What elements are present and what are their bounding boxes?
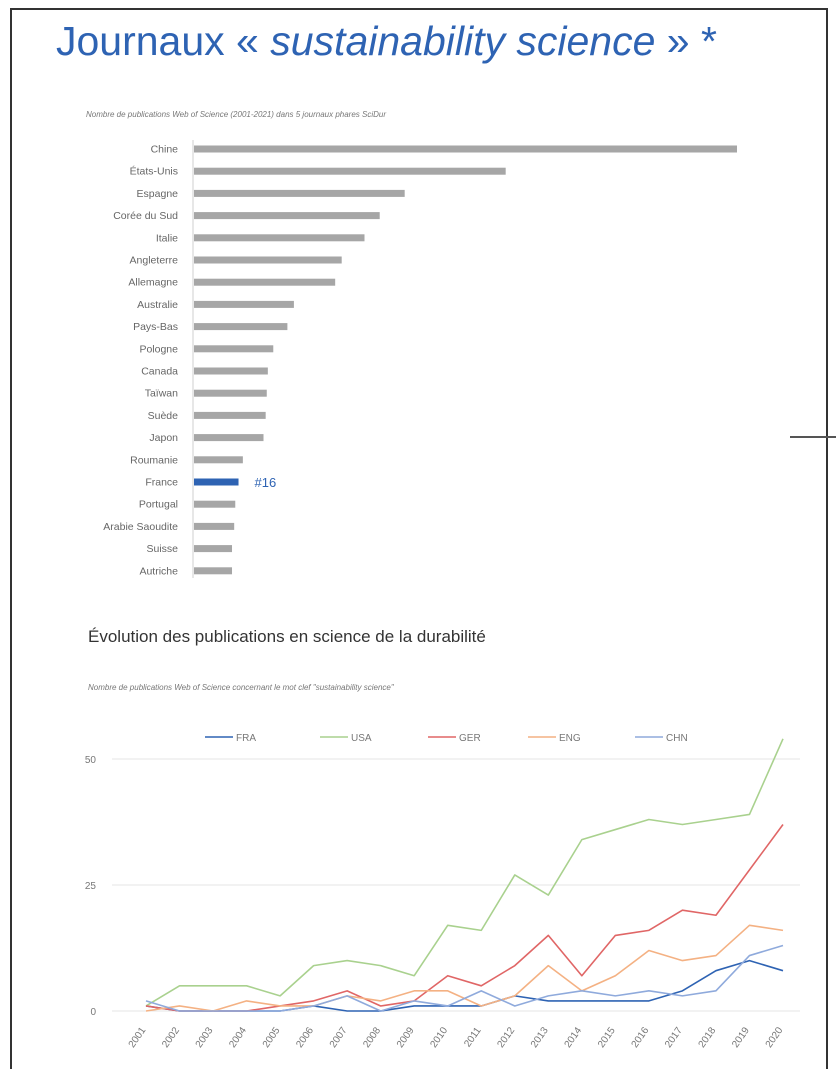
bar-category-label: France [145, 477, 178, 489]
x-tick-label: 2016 [630, 1025, 652, 1050]
bar-category-label: États-Unis [130, 165, 178, 178]
x-tick-label: 2019 [730, 1025, 752, 1050]
bar-chart-subtitle: Nombre de publications Web of Science (2… [86, 110, 387, 119]
bar-category-label: Pays-Bas [133, 321, 178, 333]
bar [194, 145, 737, 153]
bar [194, 500, 236, 508]
x-tick-label: 2018 [697, 1025, 719, 1050]
bar [194, 256, 342, 264]
bar [194, 189, 405, 197]
bar-category-label: Pologne [139, 343, 178, 355]
legend-label: USA [351, 733, 372, 744]
connector-line [790, 436, 836, 438]
slide-title-main: Journaux « [56, 18, 271, 64]
x-tick-label: 2009 [395, 1025, 417, 1050]
x-tick-label: 2011 [462, 1025, 484, 1049]
legend-label: CHN [666, 733, 688, 744]
legend-label: ENG [559, 733, 581, 744]
y-tick-label: 25 [85, 881, 97, 892]
slide-title-end: » * [655, 18, 717, 64]
line-chart-subtitle: Nombre de publications Web of Science co… [88, 683, 394, 692]
bar [194, 167, 506, 175]
bar-category-label: Autriche [139, 565, 178, 577]
bar [194, 456, 243, 464]
slide-title-italic: sustainability science [270, 18, 656, 64]
bar [194, 345, 274, 353]
bar-category-label: Portugal [139, 499, 178, 511]
bar [194, 522, 235, 530]
x-tick-label: 2014 [563, 1025, 585, 1050]
x-tick-label: 2007 [328, 1025, 350, 1050]
x-tick-label: 2010 [428, 1025, 450, 1050]
x-tick-label: 2006 [294, 1025, 316, 1050]
x-tick-label: 2004 [227, 1025, 249, 1050]
x-tick-label: 2002 [160, 1025, 182, 1050]
x-tick-label: 2001 [127, 1025, 149, 1050]
legend-label: FRA [236, 733, 256, 744]
bar-category-label: Australie [137, 299, 178, 311]
y-tick-label: 50 [85, 755, 97, 766]
x-tick-label: 2015 [596, 1025, 618, 1050]
x-tick-label: 2013 [529, 1025, 551, 1050]
bar-category-label: Angleterre [130, 255, 179, 267]
y-tick-label: 0 [90, 1007, 96, 1018]
bar [194, 567, 233, 575]
x-tick-label: 2005 [261, 1025, 283, 1050]
bar [194, 234, 365, 242]
bar-highlight [194, 478, 239, 486]
bar [194, 278, 336, 286]
x-tick-label: 2020 [764, 1025, 786, 1050]
bar-category-label: Suède [148, 410, 179, 422]
bar-category-label: Arabie Saoudite [103, 521, 178, 533]
slide-frame [10, 8, 828, 1069]
x-tick-label: 2008 [361, 1025, 383, 1050]
highlight-label: #16 [255, 475, 277, 490]
series-line-usa [145, 738, 784, 1007]
bar [194, 300, 294, 308]
bar [194, 212, 380, 220]
bar [194, 389, 267, 397]
x-tick-label: 2017 [663, 1025, 685, 1050]
series-line-ger [145, 824, 784, 1012]
series-line-chn [145, 944, 784, 1012]
bar [194, 545, 233, 553]
bar [194, 411, 266, 419]
bar-category-label: Roumanie [130, 454, 178, 466]
x-tick-label: 2003 [194, 1025, 216, 1050]
bar-category-label: Corée du Sud [113, 210, 178, 222]
bar-category-label: Allemagne [128, 277, 178, 289]
bar-category-label: Espagne [137, 188, 179, 200]
bar-category-label: Suisse [146, 543, 178, 555]
bar-category-label: Taïwan [145, 388, 178, 400]
bar-category-label: Italie [156, 232, 178, 244]
line-chart-title: Évolution des publications en science de… [88, 627, 486, 646]
bar [194, 323, 288, 331]
bar-chart: Chine États-Unis Espagne Corée du Sud Italie… [103, 140, 737, 578]
legend-label: GER [459, 733, 481, 744]
x-tick-label: 2012 [495, 1025, 517, 1050]
bar-category-label: Chine [151, 144, 179, 156]
bar [194, 434, 264, 442]
bar-category-label: Canada [141, 366, 178, 378]
bar-category-label: Japon [149, 432, 178, 444]
slide-title: Journaux « sustainability science » * [56, 18, 717, 65]
bar [194, 367, 268, 375]
